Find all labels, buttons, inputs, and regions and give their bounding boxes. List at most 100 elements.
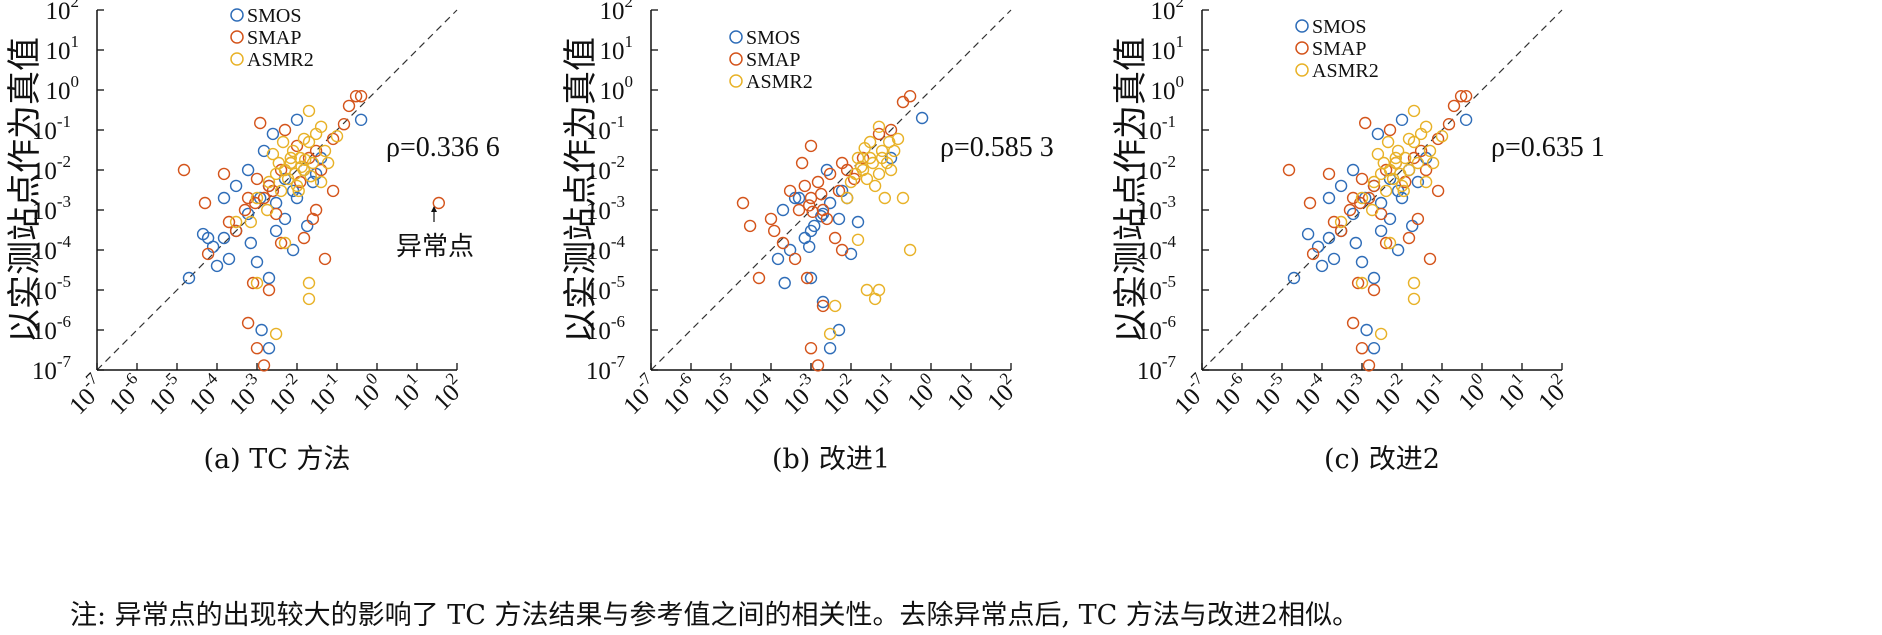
scatter-point: [295, 160, 308, 174]
x-tick-label: 10-1: [300, 369, 351, 420]
scatter-point: [330, 129, 344, 143]
scatter-point: [1287, 271, 1301, 285]
scatter-point: [804, 271, 818, 285]
legend-marker: [1295, 41, 1309, 55]
x-tick-label: 100: [898, 369, 945, 416]
panel-caption: (c) 改进2: [1324, 444, 1440, 475]
scatter-point: [743, 219, 757, 233]
scatter-point: [776, 236, 790, 250]
scatter-point: [783, 184, 797, 198]
scatter-point: [278, 123, 292, 137]
scatter-point: [229, 224, 243, 238]
scatter-point: [1402, 231, 1416, 245]
scatter-point: [849, 167, 862, 181]
scatter-point: [1381, 135, 1395, 149]
scatter-point: [771, 252, 785, 266]
scatter-point: [851, 215, 865, 229]
scatter-point: [858, 141, 871, 155]
scatter-point: [262, 342, 276, 355]
x-tick-label: 10-2: [814, 369, 865, 420]
scatter-point: [250, 172, 264, 186]
scatter-point: [1426, 156, 1440, 170]
correlation-label: ρ=0.336 6: [386, 132, 500, 163]
scatter-point: [795, 156, 809, 170]
x-tick-label: 10-4: [1285, 369, 1336, 420]
y-tick-label: 101: [46, 32, 80, 65]
scatter-point: [241, 207, 255, 221]
scatter-point: [1301, 227, 1315, 241]
y-tick-label: 10-1: [32, 112, 71, 145]
scatter-point: [318, 252, 332, 266]
scatter-point: [262, 271, 276, 285]
scatter-point: [875, 144, 889, 158]
scatter-point: [816, 295, 830, 309]
scatter-point: [1379, 184, 1393, 198]
x-tick-label: 10-4: [180, 369, 231, 420]
scatter-point: [903, 243, 917, 257]
y-tick-label: 100: [46, 72, 80, 105]
series-smap: [736, 89, 917, 372]
scatter-point: [1349, 236, 1363, 250]
panel-caption: (a) TC 方法: [204, 444, 351, 475]
scatter-point: [851, 233, 865, 247]
scatter-point: [284, 156, 297, 170]
legend-marker: [729, 74, 743, 88]
series-smos: [1287, 113, 1473, 355]
scatter-point: [302, 276, 316, 290]
scatter-point: [276, 135, 290, 149]
legend-marker: [230, 8, 244, 22]
scatter-point: [903, 89, 917, 103]
scatter-point: [1355, 172, 1369, 186]
scatter-point: [255, 323, 268, 337]
legend-label: SMAP: [1312, 38, 1366, 60]
scatter-point: [806, 205, 819, 219]
scatter-point: [309, 203, 323, 217]
scatter-point: [896, 95, 910, 109]
scatter-point: [290, 113, 304, 127]
x-tick-label: 10-2: [1365, 369, 1416, 420]
scatter-point: [851, 151, 865, 165]
y-tick-label: 10-5: [32, 272, 71, 305]
scatter-point: [1362, 359, 1376, 372]
scatter-point: [840, 191, 854, 205]
series-smap: [1282, 89, 1473, 372]
scatter-point: [1398, 151, 1412, 165]
y-tick-label: 102: [1151, 0, 1185, 25]
scatter-point: [860, 283, 874, 297]
series-asmr2: [1334, 104, 1449, 341]
scatter-point: [250, 276, 264, 290]
panel-1: 10-710-610-510-410-310-210-110010110210-…: [5, 0, 500, 475]
panel-3: 10-710-610-510-410-310-210-110010110210-…: [1111, 0, 1605, 475]
scatter-point: [266, 127, 280, 141]
y-tick-label: 102: [600, 0, 634, 25]
scatter-point: [1322, 191, 1336, 205]
scatter-point: [294, 151, 307, 165]
scatter-point: [326, 132, 340, 146]
scatter-point: [1315, 259, 1329, 273]
scatter-point: [1367, 175, 1381, 189]
scatter-point: [217, 167, 231, 181]
scatter-point: [321, 156, 335, 170]
scatter-point: [776, 203, 790, 217]
legend-label: SMOS: [746, 27, 800, 49]
scatter-point: [788, 252, 802, 266]
legend-label: SMAP: [247, 27, 301, 49]
legend-marker: [1295, 63, 1309, 77]
scatter-point: [1371, 147, 1385, 161]
x-tick-label: 10-7: [60, 369, 111, 420]
scatter-point: [250, 255, 264, 269]
scatter-point: [306, 175, 320, 189]
scatter-point: [314, 120, 328, 134]
series-asmr2: [229, 104, 344, 341]
y-axis-label: 以实测站点作为真值: [5, 37, 45, 343]
panel-caption: (b) 改进1: [772, 444, 890, 475]
y-tick-label: 10-3: [1137, 192, 1176, 225]
scatter-point: [286, 243, 300, 257]
scatter-point: [1360, 323, 1373, 337]
x-tick-label: 10-3: [220, 369, 271, 420]
scatter-point: [201, 247, 215, 261]
scatter-point: [1355, 276, 1369, 290]
scatter-point: [1423, 252, 1437, 266]
scatter-point: [835, 156, 849, 170]
